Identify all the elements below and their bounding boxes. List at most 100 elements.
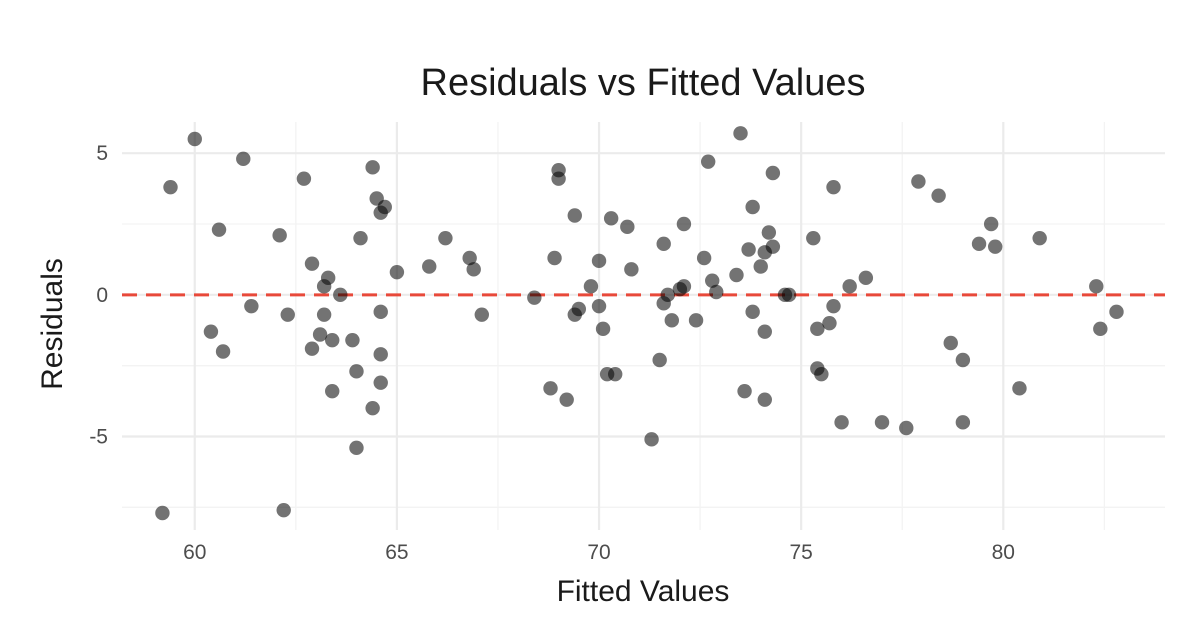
y-tick-label: -5 — [89, 426, 108, 449]
data-point — [656, 236, 671, 252]
data-point — [591, 298, 607, 314]
data-point — [389, 264, 405, 280]
data-point — [955, 415, 971, 430]
data-point — [353, 230, 368, 246]
data-point — [595, 321, 611, 337]
data-point — [373, 375, 388, 390]
data-point — [551, 171, 566, 186]
data-point — [365, 400, 380, 416]
data-point — [709, 284, 724, 300]
data-point — [644, 432, 659, 447]
data-point — [591, 253, 607, 269]
data-point — [753, 259, 768, 274]
data-point — [215, 344, 231, 359]
data-point — [422, 259, 437, 274]
data-point — [745, 304, 760, 320]
data-point — [652, 352, 667, 368]
data-point — [696, 250, 712, 266]
x-tick-label: 70 — [587, 541, 610, 564]
data-point — [737, 383, 752, 399]
data-point — [320, 270, 336, 286]
data-point — [664, 313, 679, 328]
data-point — [1089, 279, 1104, 294]
y-tick-label: 0 — [96, 284, 108, 307]
data-point — [583, 279, 599, 294]
data-point — [911, 174, 926, 189]
data-point — [547, 250, 562, 266]
data-point — [333, 287, 348, 303]
x-tick-label: 60 — [183, 541, 206, 564]
data-point — [733, 126, 748, 141]
grid — [122, 122, 1165, 530]
data-point — [474, 307, 489, 322]
data-point — [806, 230, 821, 246]
data-point — [466, 262, 481, 277]
x-tick-label: 75 — [789, 541, 812, 564]
data-point — [603, 211, 619, 226]
data-point — [874, 415, 890, 430]
data-point — [312, 327, 328, 342]
data-point — [296, 171, 312, 186]
data-point — [700, 154, 716, 169]
data-point — [781, 287, 797, 303]
data-point — [943, 335, 958, 351]
data-point — [858, 270, 874, 286]
data-point — [826, 298, 841, 314]
data-point — [822, 315, 837, 331]
data-point — [345, 332, 360, 348]
data-point — [608, 366, 623, 382]
data-point — [244, 298, 259, 314]
data-points — [155, 126, 1124, 521]
x-tick-label: 65 — [385, 541, 408, 564]
y-tick-label: 5 — [96, 142, 108, 165]
data-point — [203, 324, 219, 339]
data-point — [325, 383, 340, 399]
data-point — [826, 179, 841, 195]
data-point — [624, 262, 639, 277]
y-axis-title: Residuals — [36, 258, 69, 390]
data-point — [810, 321, 825, 337]
data-point — [729, 267, 744, 283]
chart-title: Residuals vs Fitted Values — [421, 62, 866, 104]
data-point — [438, 230, 453, 246]
data-point — [462, 250, 477, 266]
data-point — [1093, 321, 1108, 337]
data-point — [155, 505, 170, 521]
data-point — [373, 347, 388, 362]
data-point — [757, 392, 772, 407]
x-axis-tick-labels: 60 65 70 75 80 — [183, 541, 1015, 564]
data-point — [377, 199, 392, 215]
data-point — [1109, 304, 1124, 320]
data-point — [834, 415, 849, 430]
data-point — [988, 239, 1003, 254]
x-tick-label: 80 — [992, 541, 1015, 564]
data-point — [757, 324, 772, 339]
data-point — [349, 364, 364, 379]
data-point — [304, 256, 320, 271]
data-point — [660, 287, 675, 303]
data-point — [527, 290, 542, 305]
data-point — [842, 279, 857, 294]
data-point — [373, 304, 388, 320]
data-point — [365, 160, 380, 175]
data-point — [349, 440, 364, 456]
data-point — [276, 502, 291, 518]
data-point — [316, 307, 332, 322]
data-point — [814, 366, 829, 382]
data-point — [280, 307, 295, 322]
data-point — [304, 341, 320, 356]
data-point — [745, 199, 760, 215]
data-point — [955, 352, 971, 368]
data-point — [761, 225, 777, 240]
data-point — [705, 273, 720, 288]
data-point — [899, 420, 914, 436]
data-point — [163, 179, 178, 195]
data-point — [211, 222, 227, 237]
data-point — [741, 242, 756, 257]
data-point — [571, 301, 587, 317]
y-axis-tick-labels: -5 0 5 — [89, 142, 108, 448]
data-point — [983, 216, 999, 232]
data-point — [971, 236, 987, 252]
data-point — [272, 228, 287, 243]
